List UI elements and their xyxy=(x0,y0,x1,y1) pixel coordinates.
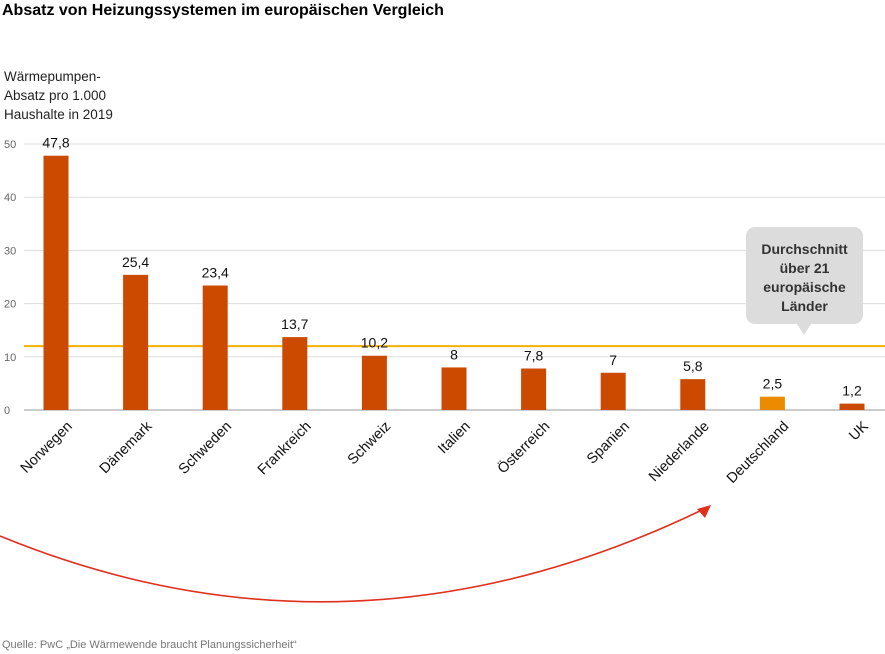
bar-dänemark xyxy=(123,274,149,410)
category-label: Schweden xyxy=(176,419,235,478)
y-tick-label: 40 xyxy=(4,192,16,204)
bar-schweiz xyxy=(361,355,387,410)
bar-italien xyxy=(441,367,467,410)
value-label: 1,2 xyxy=(842,383,862,399)
average-callout: Durchschnitt über 21 europäische Länder xyxy=(746,227,863,324)
bar-deutschland xyxy=(759,396,785,410)
category-label: Schweiz xyxy=(345,419,394,468)
source-note: Quelle: PwC „Die Wärmewende braucht Plan… xyxy=(2,639,297,651)
y-tick-label: 10 xyxy=(4,352,16,364)
value-label: 23,4 xyxy=(202,265,229,281)
bar-niederlande xyxy=(680,379,706,410)
arrowhead-icon xyxy=(697,505,711,518)
category-label: Frankreich xyxy=(255,419,315,479)
bar-uk xyxy=(839,403,865,410)
bar-österreich xyxy=(521,368,547,410)
value-label: 25,4 xyxy=(122,254,149,270)
average-callout-text: Durchschnitt über 21 europäische Länder xyxy=(746,240,863,316)
y-tick-label: 30 xyxy=(4,245,16,257)
y-axis-label: Wärmepumpen- Absatz pro 1.000 Haushalte … xyxy=(4,67,113,124)
y-axis-label-line: Absatz pro 1.000 xyxy=(4,88,107,103)
y-tick-label: 0 xyxy=(4,405,10,417)
value-label: 7,8 xyxy=(524,348,544,364)
average-callout-line: über 21 xyxy=(779,260,830,276)
y-axis-label-line: Haushalte in 2019 xyxy=(4,107,113,122)
category-label: Österreich xyxy=(493,417,553,477)
bar-spanien xyxy=(600,372,626,410)
value-label: 10,2 xyxy=(361,335,388,351)
y-axis-label-line: Wärmepumpen- xyxy=(4,69,101,84)
category-label: Deutschland xyxy=(724,419,792,487)
value-label: 8 xyxy=(450,346,458,362)
category-label: Niederlande xyxy=(646,419,713,486)
value-label: 5,8 xyxy=(683,358,703,374)
bar-norwegen xyxy=(43,155,69,410)
value-label: 47,8 xyxy=(42,135,69,151)
chart-title: Absatz von Heizungssystemen im europäisc… xyxy=(2,2,444,19)
category-label: UK xyxy=(846,418,872,444)
average-callout-line: Länder xyxy=(781,298,828,314)
bar-schweden xyxy=(202,285,228,410)
category-label: Italien xyxy=(435,419,474,458)
average-callout-line: Durchschnitt xyxy=(761,241,848,257)
value-label: 2,5 xyxy=(763,376,783,392)
bar-frankreich xyxy=(282,337,308,410)
category-label: Norwegen xyxy=(18,419,76,477)
value-label: 7 xyxy=(609,352,617,368)
value-label: 13,7 xyxy=(281,316,308,332)
y-tick-label: 50 xyxy=(4,139,16,151)
y-tick-label: 20 xyxy=(4,299,16,311)
curved-arrow xyxy=(0,508,705,603)
average-callout-pointer xyxy=(797,324,811,335)
category-label: Spanien xyxy=(584,419,633,468)
category-label: Dänemark xyxy=(97,418,156,477)
average-callout-line: europäische xyxy=(763,279,846,295)
